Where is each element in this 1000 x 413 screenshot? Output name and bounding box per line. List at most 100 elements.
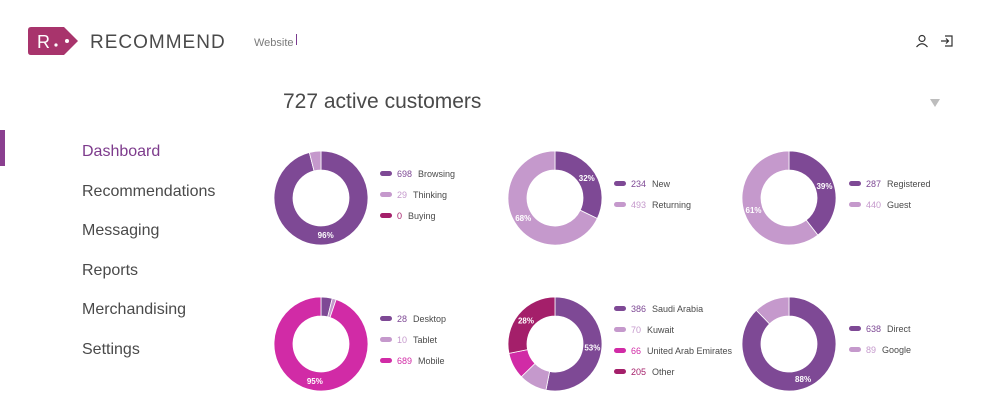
legend-item-thinking[interactable]: 29 Thinking xyxy=(380,184,455,205)
legend-swatch xyxy=(614,202,626,207)
donut-new-returning: 32% 68% xyxy=(508,151,602,245)
legend-value: 638 xyxy=(866,323,882,334)
legend-swatch xyxy=(380,316,392,321)
legend-swatch xyxy=(380,192,392,197)
legend-label: Buying xyxy=(408,210,436,221)
legend-value: 205 xyxy=(631,366,647,377)
site-selector[interactable]: Website xyxy=(254,37,294,49)
legend-label: Kuwait xyxy=(647,324,675,335)
donut-slice-direct[interactable] xyxy=(742,297,836,391)
app-header: R RECOMMEND Website xyxy=(0,0,1000,80)
legend-value: 386 xyxy=(631,303,647,314)
donut-slice-new[interactable] xyxy=(554,151,602,220)
slice-percent-label: 28% xyxy=(518,316,534,325)
legend-value: 29 xyxy=(397,189,408,200)
legend-new-returning: 234 New 493 Returning xyxy=(614,173,691,215)
legend-item-returning[interactable]: 493 Returning xyxy=(614,194,691,215)
legend-swatch xyxy=(849,326,861,331)
slice-percent-label: 95% xyxy=(307,377,323,386)
legend-value: 66 xyxy=(631,345,642,356)
legend-swatch xyxy=(614,181,626,186)
legend-item-other[interactable]: 205 Other xyxy=(614,361,732,382)
legend-country: 386 Saudi Arabia 70 Kuwait 66 United Arab Emi… xyxy=(614,298,732,382)
legend-label: Saudi Arabia xyxy=(652,303,704,314)
legend-device: 28 Desktop 10 Tablet 689 Mobile xyxy=(380,308,446,371)
donut-slice-saudi-arabia[interactable] xyxy=(545,297,602,391)
sidebar-item-merchandising[interactable]: Merchandising xyxy=(82,301,187,319)
legend-value: 70 xyxy=(631,324,642,335)
legend-item-united-arab-emirates[interactable]: 66 United Arab Emirates xyxy=(614,340,732,361)
legend-swatch xyxy=(380,171,392,176)
legend-item-browsing[interactable]: 698 Browsing xyxy=(380,163,455,184)
logo-letter: R xyxy=(37,32,50,52)
sidebar-item-recommendations[interactable]: Recommendations xyxy=(82,182,216,200)
donut-slice-other[interactable] xyxy=(508,297,556,354)
legend-source: 638 Direct 89 Google xyxy=(849,318,911,360)
donut-slice-google[interactable] xyxy=(755,297,790,325)
legend-value: 89 xyxy=(866,344,877,355)
donut-slice-returning[interactable] xyxy=(508,151,598,245)
sidebar-item-settings[interactable]: Settings xyxy=(82,340,140,358)
legend-label: Other xyxy=(652,366,675,377)
sidebar-item-reports[interactable]: Reports xyxy=(82,261,139,279)
recommend-logo[interactable]: R xyxy=(28,27,78,55)
donut-device: 95% xyxy=(274,297,368,391)
legend-activity: 698 Browsing 29 Thinking 0 Buying xyxy=(380,163,455,226)
page-title: 727 active customers xyxy=(283,90,482,113)
legend-swatch xyxy=(849,181,861,186)
legend-label: Registered xyxy=(887,178,931,189)
triangle-down-icon[interactable] xyxy=(930,99,940,107)
legend-label: Desktop xyxy=(413,313,447,324)
legend-value: 493 xyxy=(631,199,647,210)
legend-item-new[interactable]: 234 New xyxy=(614,173,691,194)
legend-value: 28 xyxy=(397,313,408,324)
legend-item-saudi-arabia[interactable]: 386 Saudi Arabia xyxy=(614,298,732,319)
donut-registered-guest: 39% 61% xyxy=(742,151,836,245)
donut-slice-guest[interactable] xyxy=(742,151,819,245)
legend-swatch xyxy=(380,337,392,342)
legend-swatch xyxy=(380,358,392,363)
legend-swatch xyxy=(614,327,626,332)
legend-label: Guest xyxy=(887,199,912,210)
legend-label: Mobile xyxy=(418,355,445,366)
legend-item-guest[interactable]: 440 Guest xyxy=(849,194,931,215)
legend-item-mobile[interactable]: 689 Mobile xyxy=(380,350,446,371)
legend-label: Thinking xyxy=(413,189,448,200)
sidebar-item-dashboard[interactable]: Dashboard xyxy=(82,143,161,160)
slice-percent-label: 68% xyxy=(515,214,531,223)
legend-registered-guest: 287 Registered 440 Guest xyxy=(849,173,931,215)
slice-percent-label: 96% xyxy=(318,231,334,240)
logout-icon[interactable] xyxy=(940,34,954,48)
legend-swatch xyxy=(614,306,626,311)
active-nav-marker xyxy=(0,130,5,166)
legend-value: 287 xyxy=(866,178,882,189)
legend-swatch xyxy=(614,348,626,353)
legend-label: Returning xyxy=(652,199,692,210)
legend-swatch xyxy=(380,213,392,218)
donut-slice-browsing[interactable] xyxy=(274,151,368,245)
legend-item-direct[interactable]: 638 Direct xyxy=(849,318,911,339)
legend-value: 689 xyxy=(397,355,413,366)
sidebar-nav: Dashboard Recommendations Messaging Repo… xyxy=(82,140,215,378)
legend-label: Google xyxy=(882,344,912,355)
legend-item-buying[interactable]: 0 Buying xyxy=(380,205,455,226)
legend-item-desktop[interactable]: 28 Desktop xyxy=(380,308,446,329)
legend-item-registered[interactable]: 287 Registered xyxy=(849,173,931,194)
legend-swatch xyxy=(849,347,861,352)
donut-slice-thinking[interactable] xyxy=(308,151,322,172)
legend-label: United Arab Emirates xyxy=(647,345,733,356)
legend-value: 440 xyxy=(866,199,882,210)
legend-item-google[interactable]: 89 Google xyxy=(849,339,911,360)
slice-percent-label: 53% xyxy=(584,344,600,353)
donut-country: 53% 28% xyxy=(508,297,602,391)
legend-value: 10 xyxy=(397,334,408,345)
slice-percent-label: 61% xyxy=(746,206,762,215)
sidebar-item-messaging[interactable]: Messaging xyxy=(82,222,160,240)
legend-item-tablet[interactable]: 10 Tablet xyxy=(380,329,446,350)
site-caret xyxy=(296,34,297,45)
legend-label: Browsing xyxy=(418,168,456,179)
donut-slice-registered[interactable] xyxy=(788,151,836,236)
user-icon[interactable] xyxy=(915,34,929,48)
donut-slice-mobile[interactable] xyxy=(274,297,368,391)
legend-item-kuwait[interactable]: 70 Kuwait xyxy=(614,319,732,340)
